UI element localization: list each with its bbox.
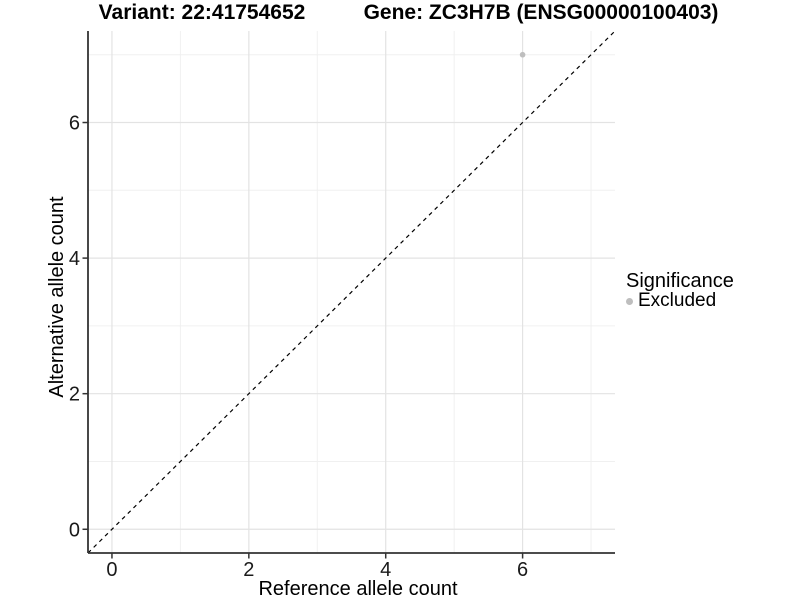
y-tick-label: 4 bbox=[69, 248, 80, 270]
y-tick-label: 2 bbox=[69, 384, 80, 406]
y-tick-label: 0 bbox=[69, 519, 80, 541]
significance-legend: Significance Excluded bbox=[626, 271, 734, 311]
x-tick-label: 6 bbox=[517, 559, 528, 581]
variant-title: Variant: 22:41754652 bbox=[98, 1, 306, 24]
data-point bbox=[519, 51, 526, 58]
legend-item-label: Excluded bbox=[638, 290, 717, 311]
x-tick-label: 2 bbox=[243, 559, 254, 581]
gene-title: Gene: ZC3H7B (ENSG00000100403) bbox=[363, 1, 719, 24]
identity-dashed-line bbox=[87, 30, 616, 554]
legend-dot-icon bbox=[626, 297, 633, 305]
legend-item-excluded: Excluded bbox=[626, 291, 734, 311]
x-tick-label: 4 bbox=[380, 559, 391, 581]
x-axis-label: Reference allele count bbox=[258, 578, 458, 600]
y-tick-label: 6 bbox=[69, 113, 80, 135]
y-axis-label: Alternative allele count bbox=[46, 196, 68, 398]
legend-title: Significance bbox=[626, 270, 734, 292]
x-tick-label: 0 bbox=[106, 559, 117, 581]
